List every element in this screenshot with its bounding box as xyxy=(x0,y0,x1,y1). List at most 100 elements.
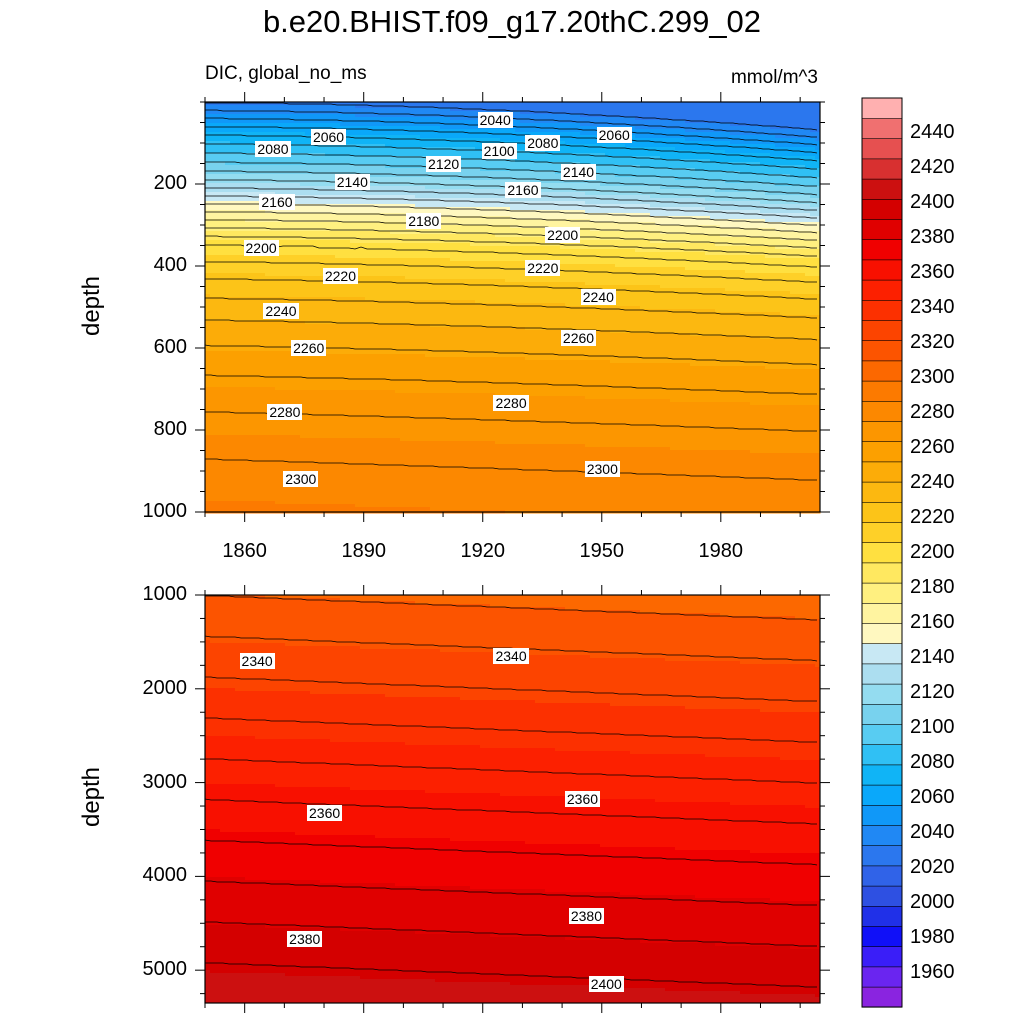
colorbar-box xyxy=(862,967,902,988)
y-tick-label: 2000 xyxy=(107,677,187,700)
colorbar-box xyxy=(862,320,902,341)
contour-label: 2260 xyxy=(561,330,596,346)
y-tick-label: 400 xyxy=(107,254,187,277)
colorbar-box xyxy=(862,381,902,402)
y-tick-label: 3000 xyxy=(107,771,187,794)
contour-label: 2140 xyxy=(561,164,596,180)
colorbar-box xyxy=(862,98,902,119)
colorbar-box xyxy=(862,704,902,725)
colorbar-label: 2320 xyxy=(910,331,955,354)
colorbar-box xyxy=(862,987,902,1008)
y-tick-label: 200 xyxy=(107,172,187,195)
contour-label: 2240 xyxy=(581,289,616,305)
colorbar-box xyxy=(862,866,902,887)
x-tick-label: 1920 xyxy=(448,540,518,563)
colorbar-box xyxy=(862,643,902,664)
contour-label: 2360 xyxy=(307,805,342,821)
colorbar-label: 2400 xyxy=(910,191,955,214)
x-tick-label: 1890 xyxy=(329,540,399,563)
x-tick-label: 1980 xyxy=(686,540,756,563)
colorbar-label: 2340 xyxy=(910,296,955,319)
y-tick-label: 600 xyxy=(107,336,187,359)
contour-label: 2300 xyxy=(283,471,318,487)
colorbar-label: 1980 xyxy=(910,926,955,949)
contour-label: 2240 xyxy=(263,303,298,319)
colorbar-box xyxy=(862,421,902,442)
contour-label: 2040 xyxy=(478,112,513,128)
colorbar-box xyxy=(862,785,902,806)
colorbar-label: 2020 xyxy=(910,856,955,879)
contour-label: 2280 xyxy=(267,404,302,420)
colorbar-label: 2200 xyxy=(910,541,955,564)
colorbar-box xyxy=(862,441,902,462)
colorbar-box xyxy=(862,542,902,563)
colorbar-box xyxy=(862,825,902,846)
colorbar-box xyxy=(862,664,902,685)
colorbar-box xyxy=(862,805,902,826)
colorbar-box xyxy=(862,199,902,220)
colorbar-label: 2100 xyxy=(910,716,955,739)
colorbar-box xyxy=(862,219,902,240)
chart-title: b.e20.BHIST.f09_g17.20thC.299_02 xyxy=(0,4,1024,40)
colorbar-box xyxy=(862,563,902,584)
colorbar-label: 2080 xyxy=(910,751,955,774)
colorbar-box xyxy=(862,401,902,422)
colorbar-label: 2380 xyxy=(910,226,955,249)
contour-label: 2360 xyxy=(565,791,600,807)
contour-label: 2080 xyxy=(525,135,560,151)
colorbar-box xyxy=(862,482,902,503)
colorbar-label: 2240 xyxy=(910,471,955,494)
lower-y-axis-label: depth xyxy=(78,765,106,829)
colorbar-label: 2140 xyxy=(910,646,955,669)
contour-label: 2120 xyxy=(426,156,461,172)
variable-label: DIC, global_no_ms xyxy=(205,63,367,85)
colorbar-box xyxy=(862,159,902,180)
colorbar-label: 2280 xyxy=(910,401,955,424)
colorbar-box xyxy=(862,138,902,159)
colorbar-box xyxy=(862,765,902,786)
x-tick-label: 1860 xyxy=(210,540,280,563)
colorbar-box xyxy=(862,522,902,543)
colorbar-label: 2060 xyxy=(910,786,955,809)
colorbar-box xyxy=(862,744,902,765)
contour-label: 2340 xyxy=(240,653,275,669)
colorbar-box xyxy=(862,179,902,200)
contour-label: 2400 xyxy=(589,976,624,992)
colorbar xyxy=(862,98,902,1007)
contour-label: 2080 xyxy=(255,141,290,157)
contour-label: 2280 xyxy=(493,395,528,411)
contour-label: 2160 xyxy=(259,194,294,210)
colorbar-label: 2420 xyxy=(910,156,955,179)
colorbar-label: 2040 xyxy=(910,821,955,844)
colorbar-box xyxy=(862,239,902,260)
colorbar-label: 2260 xyxy=(910,436,955,459)
colorbar-box xyxy=(862,623,902,644)
upper-y-axis-label: depth xyxy=(78,274,106,338)
contour-label: 2160 xyxy=(505,182,540,198)
colorbar-label: 2360 xyxy=(910,261,955,284)
colorbar-box xyxy=(862,280,902,301)
colorbar-box xyxy=(862,603,902,624)
colorbar-label: 2220 xyxy=(910,506,955,529)
colorbar-label: 2300 xyxy=(910,366,955,389)
colorbar-box xyxy=(862,886,902,907)
colorbar-box xyxy=(862,946,902,967)
colorbar-box xyxy=(862,361,902,382)
contour-label: 2060 xyxy=(311,129,346,145)
contour-label: 2180 xyxy=(406,213,441,229)
y-tick-label: 5000 xyxy=(107,958,187,981)
contour-label: 2060 xyxy=(597,127,632,143)
colorbar-box xyxy=(862,845,902,866)
colorbar-box xyxy=(862,906,902,927)
contour-label: 2220 xyxy=(323,268,358,284)
contour-label: 2380 xyxy=(569,908,604,924)
contour-label: 2220 xyxy=(525,260,560,276)
contour-label: 2380 xyxy=(287,931,322,947)
x-tick-label: 1950 xyxy=(567,540,637,563)
y-tick-label: 1000 xyxy=(107,500,187,523)
colorbar-box xyxy=(862,724,902,745)
contour-label: 2340 xyxy=(493,648,528,664)
colorbar-label: 1960 xyxy=(910,961,955,984)
y-tick-label: 800 xyxy=(107,418,187,441)
contour-label: 2260 xyxy=(291,340,326,356)
